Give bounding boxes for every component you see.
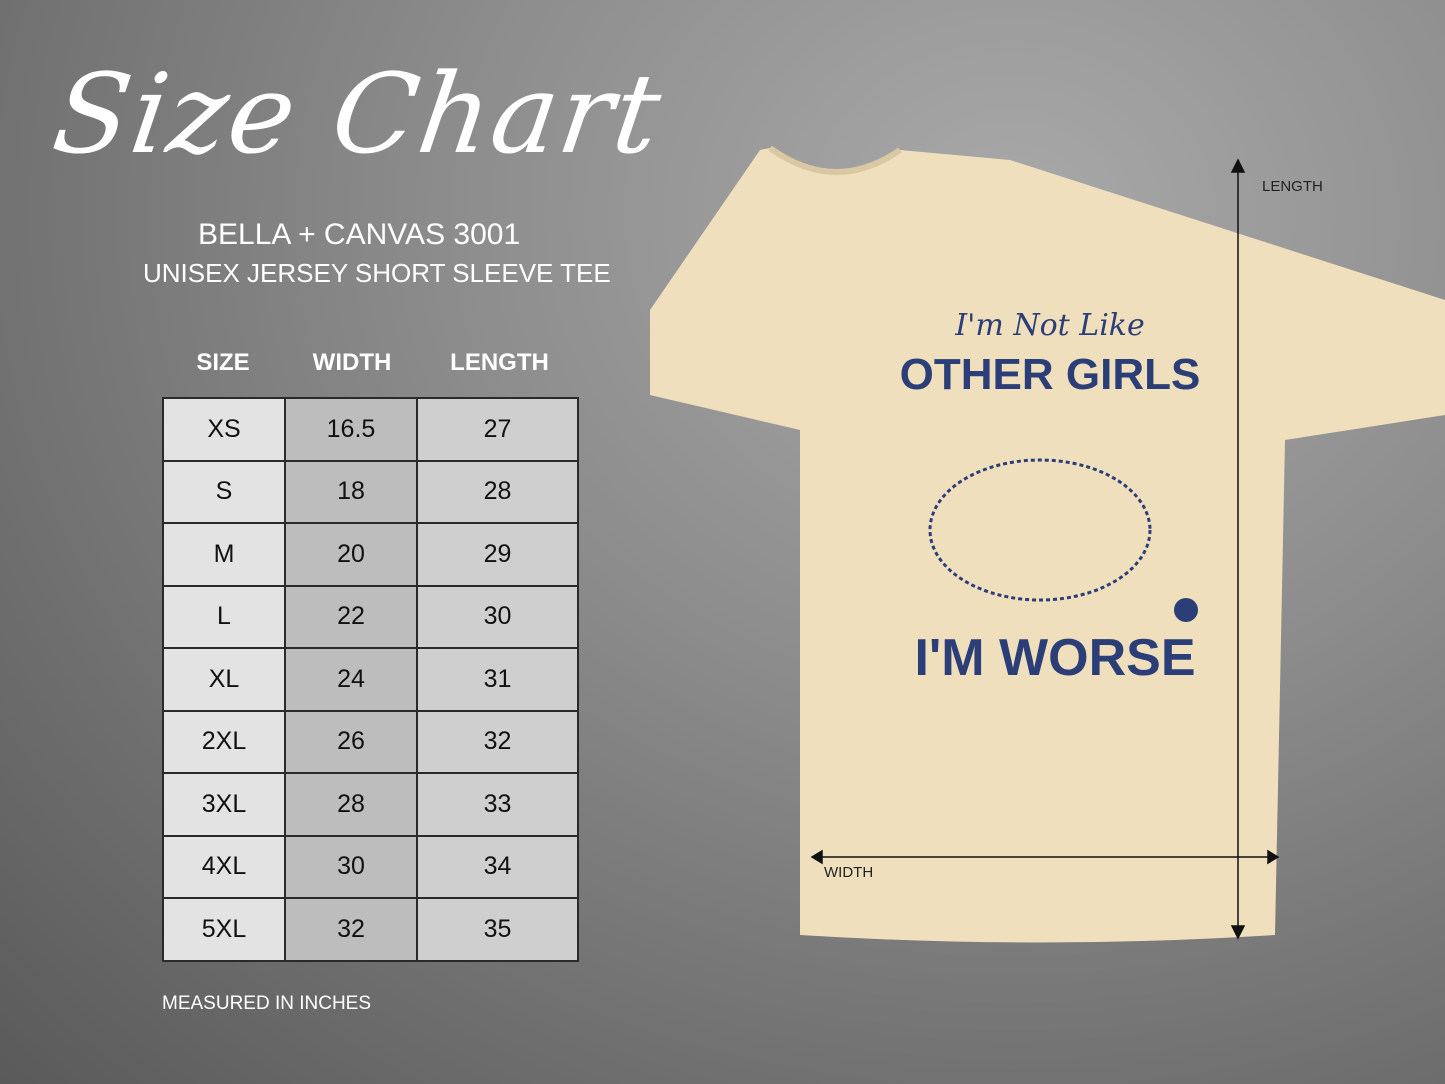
size-cell: XS xyxy=(162,397,286,462)
length-cell: 27 xyxy=(416,397,579,462)
table-row: 4XL 30 34 xyxy=(162,834,579,899)
table-row: M 20 29 xyxy=(162,522,579,587)
length-cell: 32 xyxy=(416,709,579,774)
width-cell: 16.5 xyxy=(284,397,418,462)
width-arrow xyxy=(810,849,1280,865)
width-cell: 26 xyxy=(284,709,418,774)
size-cell: M xyxy=(162,522,286,587)
size-cell: 2XL xyxy=(162,709,286,774)
width-cell: 32 xyxy=(284,897,418,962)
length-cell: 35 xyxy=(416,897,579,962)
width-label: WIDTH xyxy=(824,864,874,881)
size-table: XS 16.5 27 S 18 28 M 20 29 L 22 30 XL 24 31 2XL 26 32 3XL 2… xyxy=(162,397,579,962)
print-line3: I'M WORSE xyxy=(914,629,1196,687)
length-label: LENGTH xyxy=(1262,178,1323,195)
size-cell: L xyxy=(162,584,286,649)
size-cell: XL xyxy=(162,647,286,712)
size-cell: 5XL xyxy=(162,897,286,962)
table-row: S 18 28 xyxy=(162,459,579,524)
width-cell: 22 xyxy=(284,584,418,649)
units-note: MEASURED IN INCHES xyxy=(162,993,372,1014)
print-line1: I'm Not Like xyxy=(955,308,1145,343)
table-row: 5XL 32 35 xyxy=(162,897,579,962)
width-cell: 28 xyxy=(284,772,418,837)
length-arrow xyxy=(1230,158,1246,940)
width-cell: 30 xyxy=(284,834,418,899)
size-cell: 4XL xyxy=(162,834,286,899)
header-size: SIZE xyxy=(196,349,250,376)
raccoon-illustration xyxy=(928,458,1152,602)
table-row: 3XL 28 33 xyxy=(162,772,579,837)
product-subtitle: UNISEX JERSEY SHORT SLEEVE TEE xyxy=(143,258,611,288)
table-row: L 22 30 xyxy=(162,584,579,649)
table-row: 2XL 26 32 xyxy=(162,709,579,774)
print-line2: OTHER GIRLS xyxy=(899,350,1201,399)
size-cell: S xyxy=(162,459,286,524)
length-cell: 33 xyxy=(416,772,579,837)
header-length: LENGTH xyxy=(450,349,549,376)
length-cell: 31 xyxy=(416,647,579,712)
width-cell: 20 xyxy=(284,522,418,587)
length-cell: 28 xyxy=(416,459,579,524)
length-cell: 34 xyxy=(416,834,579,899)
size-cell: 3XL xyxy=(162,772,286,837)
header-width: WIDTH xyxy=(312,349,392,376)
brand-model: BELLA + CANVAS 3001 xyxy=(198,218,521,251)
length-cell: 30 xyxy=(416,584,579,649)
todd-art-logo xyxy=(1174,598,1198,622)
width-cell: 24 xyxy=(284,647,418,712)
width-cell: 18 xyxy=(284,459,418,524)
length-cell: 29 xyxy=(416,522,579,587)
table-row: XS 16.5 27 xyxy=(162,397,579,462)
table-row: XL 24 31 xyxy=(162,647,579,712)
